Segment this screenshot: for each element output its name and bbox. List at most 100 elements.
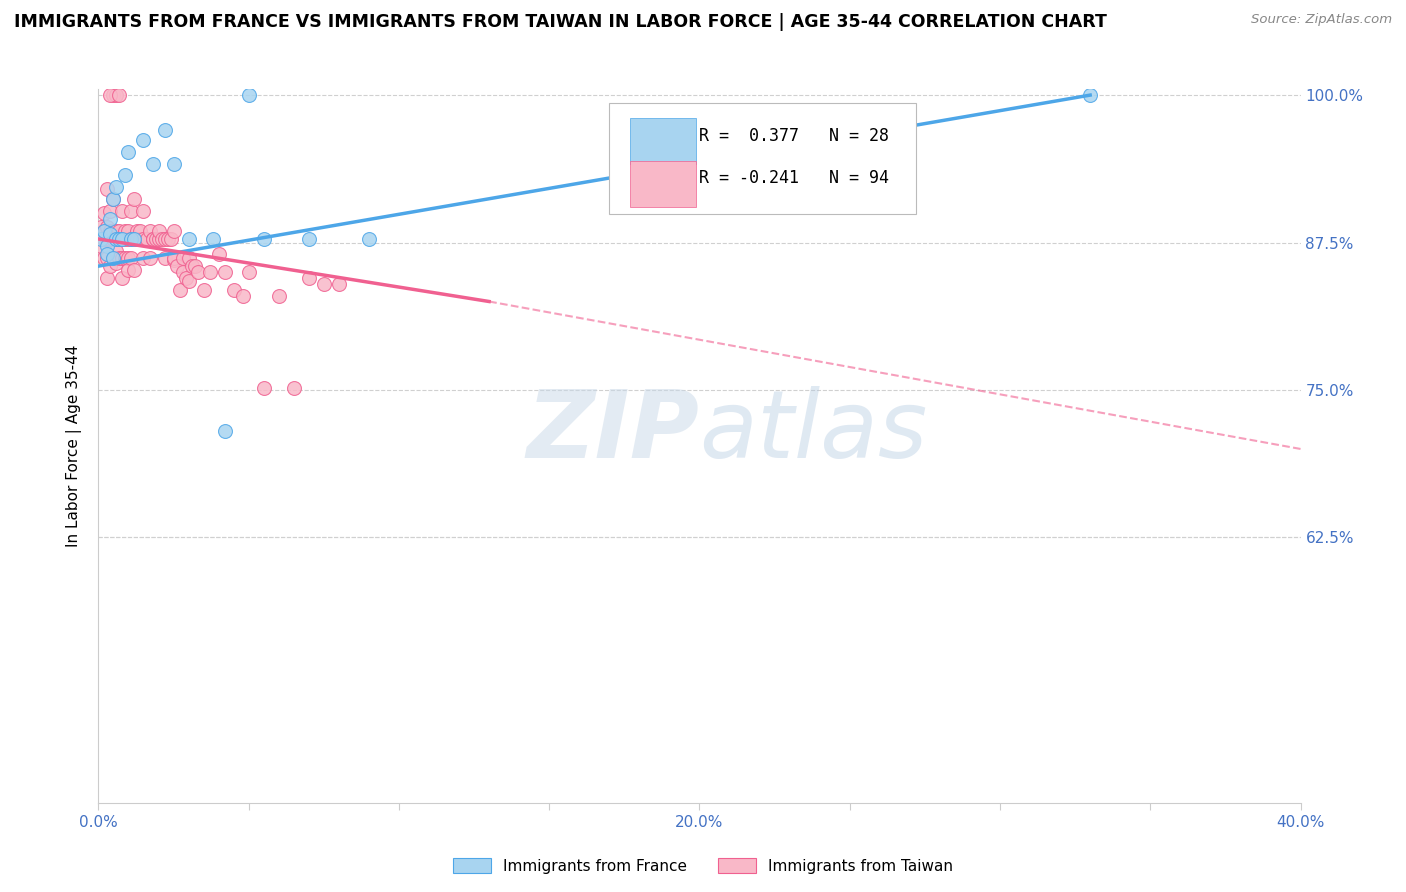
Point — [138, 251, 160, 265]
Point — [124, 262, 146, 277]
Point — [117, 262, 139, 277]
Point — [96, 182, 118, 196]
Point — [103, 232, 125, 246]
Point — [114, 169, 136, 183]
Point — [267, 288, 290, 302]
Point — [138, 224, 160, 238]
Point — [100, 211, 122, 226]
Point — [100, 259, 122, 273]
Point — [172, 251, 194, 265]
Point — [96, 251, 118, 265]
Point — [145, 232, 167, 246]
Point — [90, 220, 112, 235]
Point — [114, 224, 136, 238]
Point — [105, 244, 128, 258]
Point — [100, 88, 122, 103]
Point — [162, 156, 184, 170]
Point — [103, 227, 125, 242]
Point — [148, 232, 170, 246]
Point — [298, 271, 321, 285]
Point — [1078, 88, 1101, 103]
Point — [96, 232, 118, 246]
Point — [105, 232, 128, 246]
FancyBboxPatch shape — [609, 103, 915, 214]
Text: Source: ZipAtlas.com: Source: ZipAtlas.com — [1251, 13, 1392, 27]
Point — [148, 224, 170, 238]
Point — [117, 145, 139, 159]
Point — [166, 259, 188, 273]
Point — [105, 255, 128, 269]
Point — [100, 232, 122, 246]
Point — [238, 265, 260, 279]
Point — [357, 232, 380, 246]
Point — [132, 203, 155, 218]
Point — [124, 192, 146, 206]
Point — [103, 88, 125, 103]
Point — [177, 232, 200, 246]
Point — [174, 271, 197, 285]
Point — [312, 277, 335, 291]
Point — [162, 251, 184, 265]
Point — [111, 271, 134, 285]
Point — [162, 253, 184, 268]
Point — [93, 224, 115, 238]
Point — [253, 232, 276, 246]
Point — [96, 239, 118, 253]
Point — [105, 232, 128, 246]
Point — [111, 203, 134, 218]
Point — [103, 192, 125, 206]
Point — [253, 381, 276, 395]
Point — [90, 232, 112, 246]
Point — [198, 265, 221, 279]
Point — [93, 206, 115, 220]
Point — [135, 232, 157, 246]
Point — [172, 265, 194, 279]
Point — [103, 251, 125, 265]
Point — [153, 232, 176, 246]
Point — [100, 224, 122, 238]
Point — [96, 271, 118, 285]
Point — [180, 259, 202, 273]
Point — [141, 232, 163, 246]
Point — [129, 224, 152, 238]
Point — [298, 232, 321, 246]
Point — [108, 232, 131, 246]
Point — [283, 381, 305, 395]
Point — [232, 288, 254, 302]
Point — [222, 283, 245, 297]
Point — [141, 156, 163, 170]
Point — [93, 224, 115, 238]
Point — [193, 283, 215, 297]
Text: ZIP: ZIP — [527, 385, 700, 478]
Legend: Immigrants from France, Immigrants from Taiwan: Immigrants from France, Immigrants from … — [447, 852, 959, 880]
Point — [108, 251, 131, 265]
Point — [96, 247, 118, 261]
Point — [214, 424, 236, 438]
Y-axis label: In Labor Force | Age 35-44: In Labor Force | Age 35-44 — [66, 345, 83, 547]
Point — [111, 232, 134, 246]
Point — [153, 123, 176, 137]
Point — [105, 180, 128, 194]
Text: R =  0.377   N = 28: R = 0.377 N = 28 — [700, 127, 890, 145]
Point — [127, 232, 149, 246]
Point — [124, 232, 146, 246]
Point — [187, 265, 209, 279]
Point — [103, 251, 125, 265]
Point — [96, 220, 118, 235]
Point — [100, 203, 122, 218]
Point — [108, 224, 131, 238]
Point — [117, 224, 139, 238]
Point — [105, 224, 128, 238]
Point — [162, 224, 184, 238]
Point — [111, 232, 134, 246]
Point — [93, 251, 115, 265]
Point — [183, 259, 205, 273]
Point — [127, 224, 149, 238]
Point — [169, 283, 191, 297]
Point — [124, 232, 146, 246]
Point — [114, 251, 136, 265]
Point — [108, 232, 131, 246]
Point — [208, 247, 231, 261]
Point — [201, 232, 224, 246]
FancyBboxPatch shape — [630, 118, 696, 164]
